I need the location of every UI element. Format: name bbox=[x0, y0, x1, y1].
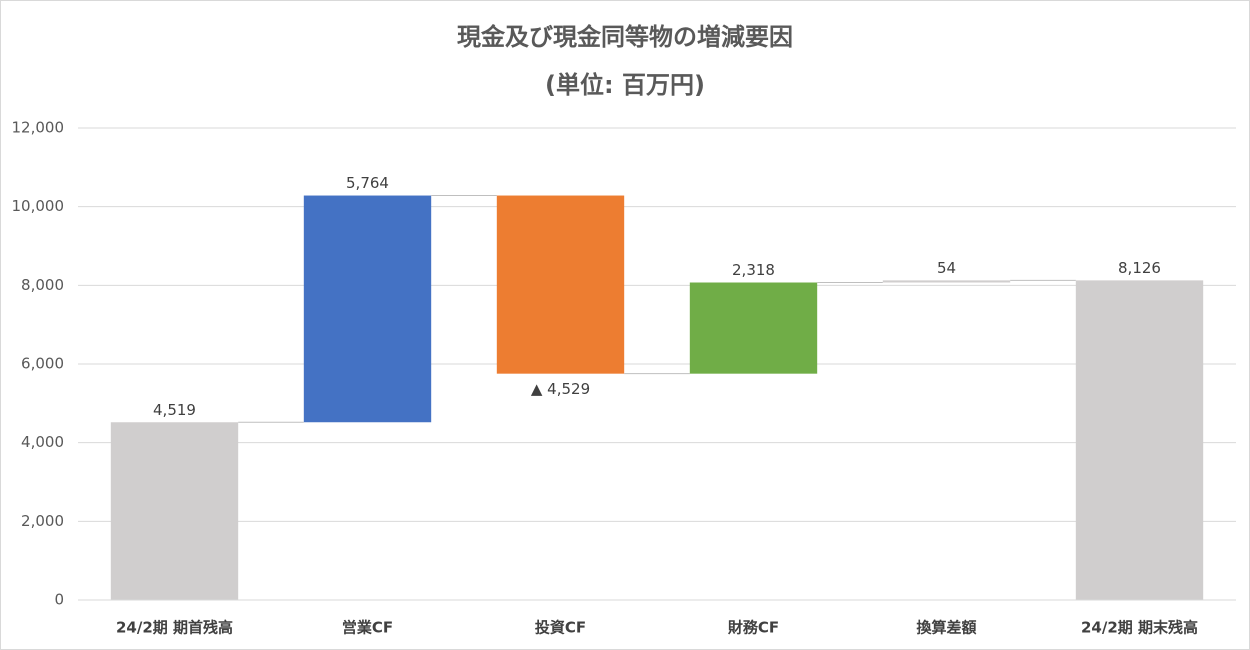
y-tick-label: 12,000 bbox=[12, 119, 65, 137]
bar bbox=[110, 422, 239, 600]
x-tick-label: 24/2期 期末残高 bbox=[1081, 619, 1198, 637]
bar bbox=[303, 195, 432, 423]
value-label: 5,764 bbox=[346, 174, 389, 192]
y-tick-label: 8,000 bbox=[21, 276, 64, 294]
bar bbox=[882, 280, 1011, 283]
bar bbox=[1075, 280, 1204, 600]
y-tick-label: 2,000 bbox=[21, 512, 64, 530]
x-tick-label: 24/2期 期首残高 bbox=[116, 619, 233, 637]
y-tick-label: 10,000 bbox=[12, 197, 65, 215]
x-tick-label: 換算差額 bbox=[916, 619, 976, 637]
x-tick-label: 営業CF bbox=[342, 619, 393, 637]
value-label: 2,318 bbox=[732, 261, 775, 279]
x-tick-label: 投資CF bbox=[535, 619, 586, 637]
chart-title: 現金及び現金同等物の増減要因 bbox=[457, 23, 793, 51]
bar bbox=[496, 195, 625, 374]
value-label: 8,126 bbox=[1118, 259, 1161, 277]
y-tick-label: 0 bbox=[54, 591, 64, 609]
value-label: 4,519 bbox=[153, 401, 196, 419]
bar bbox=[689, 282, 818, 374]
y-tick-label: 4,000 bbox=[21, 433, 64, 451]
value-label: 54 bbox=[937, 259, 956, 277]
y-tick-label: 6,000 bbox=[21, 355, 64, 373]
value-label: ▲ 4,529 bbox=[531, 380, 590, 398]
chart-subtitle: (単位: 百万円) bbox=[545, 71, 705, 99]
x-tick-label: 財務CF bbox=[727, 619, 779, 637]
